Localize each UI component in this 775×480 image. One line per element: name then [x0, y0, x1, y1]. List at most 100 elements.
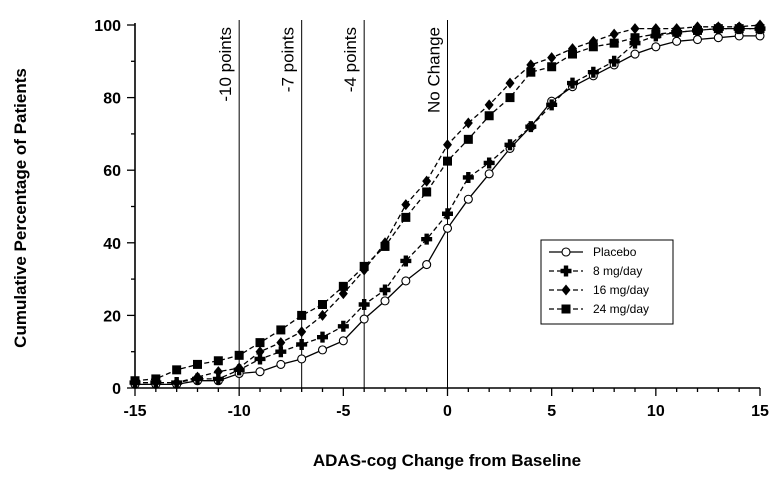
series-3-point [755, 24, 765, 34]
reference-line-label: -10 points [216, 27, 235, 102]
series-0-point [317, 345, 328, 355]
legend-marker [561, 284, 571, 296]
series-1-point [442, 208, 453, 220]
x-axis-title: ADAS-cog Change from Baseline [313, 451, 581, 470]
legend-marker [560, 265, 572, 277]
series-1-point [629, 37, 641, 49]
y-tick-label: 40 [103, 236, 121, 253]
series-3-point [734, 24, 744, 34]
legend-entry: Placebo [593, 245, 637, 259]
y-axis-title: Cumulative Percentage of Patients [11, 68, 30, 348]
x-tick-label: -15 [123, 403, 146, 420]
reference-line-label: No Change [425, 27, 444, 113]
legend-entry: 8 mg/day [593, 264, 642, 278]
series-3-point [505, 93, 515, 103]
series-3-point [443, 156, 452, 166]
series-3-point [651, 29, 661, 39]
series-2-point [318, 309, 327, 321]
series-2-point [505, 77, 515, 89]
series-1-point [212, 373, 224, 385]
series-3-point [318, 300, 327, 310]
series-3-point [359, 261, 369, 271]
series-0-point [463, 194, 473, 204]
series-0-point [651, 42, 661, 52]
series-3-point [401, 212, 411, 222]
series-3-point [234, 350, 244, 360]
series-1-point [567, 77, 578, 89]
series-0-point [422, 260, 432, 270]
legend-entry: 16 mg/day [593, 283, 649, 297]
series-0-point [255, 367, 265, 377]
series-3-point [130, 376, 140, 386]
y-tick-label: 20 [103, 308, 121, 325]
legend-marker [561, 247, 571, 257]
series-1-point [504, 139, 516, 151]
series-0-point [401, 276, 411, 286]
series-2-point [651, 23, 661, 35]
series-0-point [692, 34, 703, 45]
x-tick-label: 10 [647, 403, 665, 420]
y-tick-label: 100 [94, 18, 121, 35]
series-3-point [193, 359, 202, 369]
series-3-point [484, 111, 494, 121]
series-2-point [193, 371, 202, 383]
series-3-point [630, 33, 640, 43]
y-tick-label: 0 [112, 381, 121, 398]
series-2-point [463, 117, 473, 129]
series-2-point [338, 288, 348, 300]
series-1-point [358, 299, 370, 311]
series-2-point [630, 23, 640, 35]
legend: Placebo 8 mg/day 16 mg/day 24 mg/day [540, 239, 674, 325]
series-3-point [609, 38, 619, 48]
legend-marker [561, 304, 571, 314]
series-3-point [297, 310, 307, 320]
y-tick-label: 80 [103, 91, 121, 108]
series-1-point [254, 353, 266, 365]
series-3-point [713, 24, 723, 34]
series-3-point [672, 27, 682, 37]
series-2-point [484, 99, 494, 111]
series-3-point [526, 67, 536, 77]
series-3-point [151, 374, 161, 384]
series-2-point [443, 139, 452, 151]
x-tick-label: 5 [547, 403, 556, 420]
x-tick-label: 15 [751, 403, 769, 420]
series-3-point [380, 241, 390, 251]
series-2-point [547, 52, 557, 64]
series-0-point [359, 314, 369, 324]
series-1-point [275, 346, 287, 358]
series-1-point [337, 320, 349, 332]
series-3-point [693, 25, 702, 35]
series-1-point [525, 121, 537, 133]
series-1-point [462, 171, 474, 183]
series-1-point [379, 284, 391, 296]
series-2-point [234, 362, 244, 374]
series-0-point [484, 169, 494, 179]
series-2-point [276, 337, 286, 349]
series-2-point [609, 28, 619, 40]
series-3-point [172, 365, 182, 375]
series-3-point [213, 356, 223, 366]
series-2-point [526, 59, 536, 71]
x-tick-label: -10 [228, 403, 251, 420]
series-0-point [672, 36, 682, 46]
series-1-point [587, 66, 599, 78]
series-1-point [317, 331, 328, 343]
x-tick-label: -5 [336, 403, 350, 420]
series-0-point [713, 33, 723, 43]
series-1-point [421, 233, 433, 245]
legend-entry: 24 mg/day [593, 302, 649, 316]
series-2-point [401, 199, 411, 211]
plot-area: -15 -10 -5 0 5 10 15 0 20 40 60 80 100 -10 points -7 p… [94, 18, 769, 420]
series-1-point [546, 99, 558, 111]
series-3-point [422, 187, 432, 197]
series-2-point [213, 366, 223, 378]
series-3-point [338, 281, 348, 291]
series-2-point [172, 377, 182, 389]
series-1-point [296, 338, 308, 350]
series-2-point [255, 346, 265, 358]
series-1-point [608, 55, 620, 67]
series-3-point [547, 62, 557, 72]
reference-line-label: -7 points [279, 27, 298, 92]
series-1-point [483, 157, 495, 169]
